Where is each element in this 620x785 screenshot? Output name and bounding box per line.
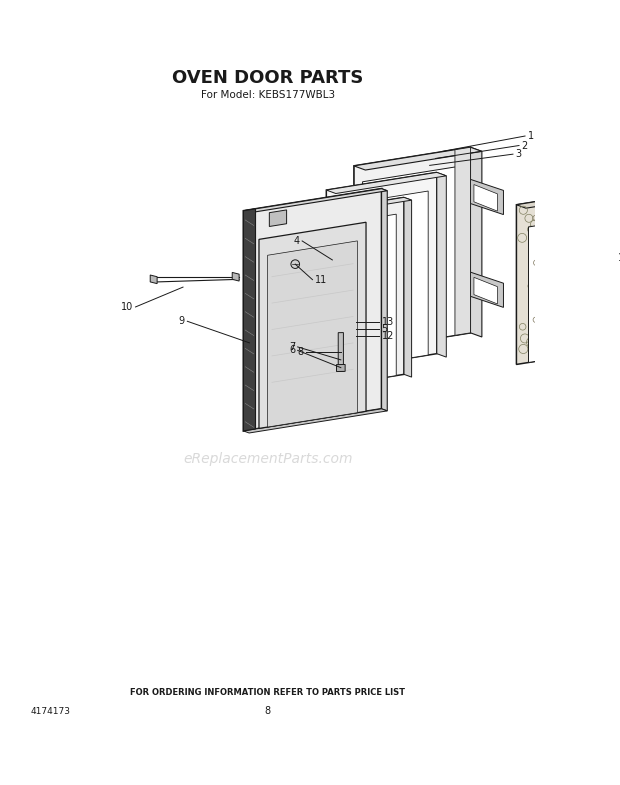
Text: 5: 5 [381,324,388,334]
Polygon shape [381,188,388,411]
Polygon shape [244,188,388,213]
Polygon shape [325,246,340,272]
Polygon shape [244,188,381,431]
Text: 1: 1 [528,131,534,141]
Text: 8: 8 [298,347,304,357]
Polygon shape [268,241,357,427]
Polygon shape [299,197,412,217]
Polygon shape [337,364,345,371]
Text: 13: 13 [381,317,394,327]
Polygon shape [363,166,462,350]
Polygon shape [326,173,446,194]
Text: 2: 2 [521,141,528,151]
Polygon shape [271,222,370,411]
Polygon shape [471,148,482,337]
Polygon shape [278,237,363,410]
Polygon shape [150,275,157,283]
Polygon shape [437,173,446,357]
Text: FOR ORDERING INFORMATION REFER TO PARTS PRICE LIST: FOR ORDERING INFORMATION REFER TO PARTS … [130,688,405,697]
Polygon shape [603,191,612,354]
Text: 12: 12 [381,330,394,341]
Polygon shape [353,268,358,355]
Polygon shape [474,184,497,211]
Polygon shape [370,222,376,397]
Text: 11: 11 [315,275,327,285]
Polygon shape [339,333,343,371]
Polygon shape [354,148,471,352]
Text: eReplacementParts.com: eReplacementParts.com [183,452,352,466]
Polygon shape [340,246,346,272]
Polygon shape [516,191,603,364]
Text: 6: 6 [289,345,295,356]
Polygon shape [259,222,366,429]
Text: 10: 10 [121,302,133,312]
Text: 3: 3 [516,149,521,159]
Polygon shape [455,148,471,335]
Polygon shape [474,277,497,304]
Polygon shape [528,217,591,363]
Polygon shape [326,173,437,371]
Polygon shape [244,409,388,433]
Polygon shape [325,246,346,250]
Polygon shape [404,197,412,377]
Polygon shape [269,210,286,227]
Polygon shape [244,209,255,431]
Text: 14: 14 [618,253,620,263]
Circle shape [291,260,299,268]
Text: 9: 9 [179,316,185,327]
Text: 7: 7 [289,342,295,352]
Text: 8: 8 [265,706,271,717]
Polygon shape [232,272,239,281]
Polygon shape [516,191,612,208]
Polygon shape [354,148,482,170]
Text: For Model: KEBS177WBL3: For Model: KEBS177WBL3 [200,90,335,100]
Polygon shape [299,197,404,391]
Polygon shape [471,179,503,214]
Text: 4174173: 4174173 [30,707,70,716]
Text: OVEN DOOR PARTS: OVEN DOOR PARTS [172,69,363,87]
Polygon shape [471,272,503,308]
Polygon shape [335,191,428,370]
Text: 4: 4 [293,236,299,246]
Polygon shape [306,214,396,390]
